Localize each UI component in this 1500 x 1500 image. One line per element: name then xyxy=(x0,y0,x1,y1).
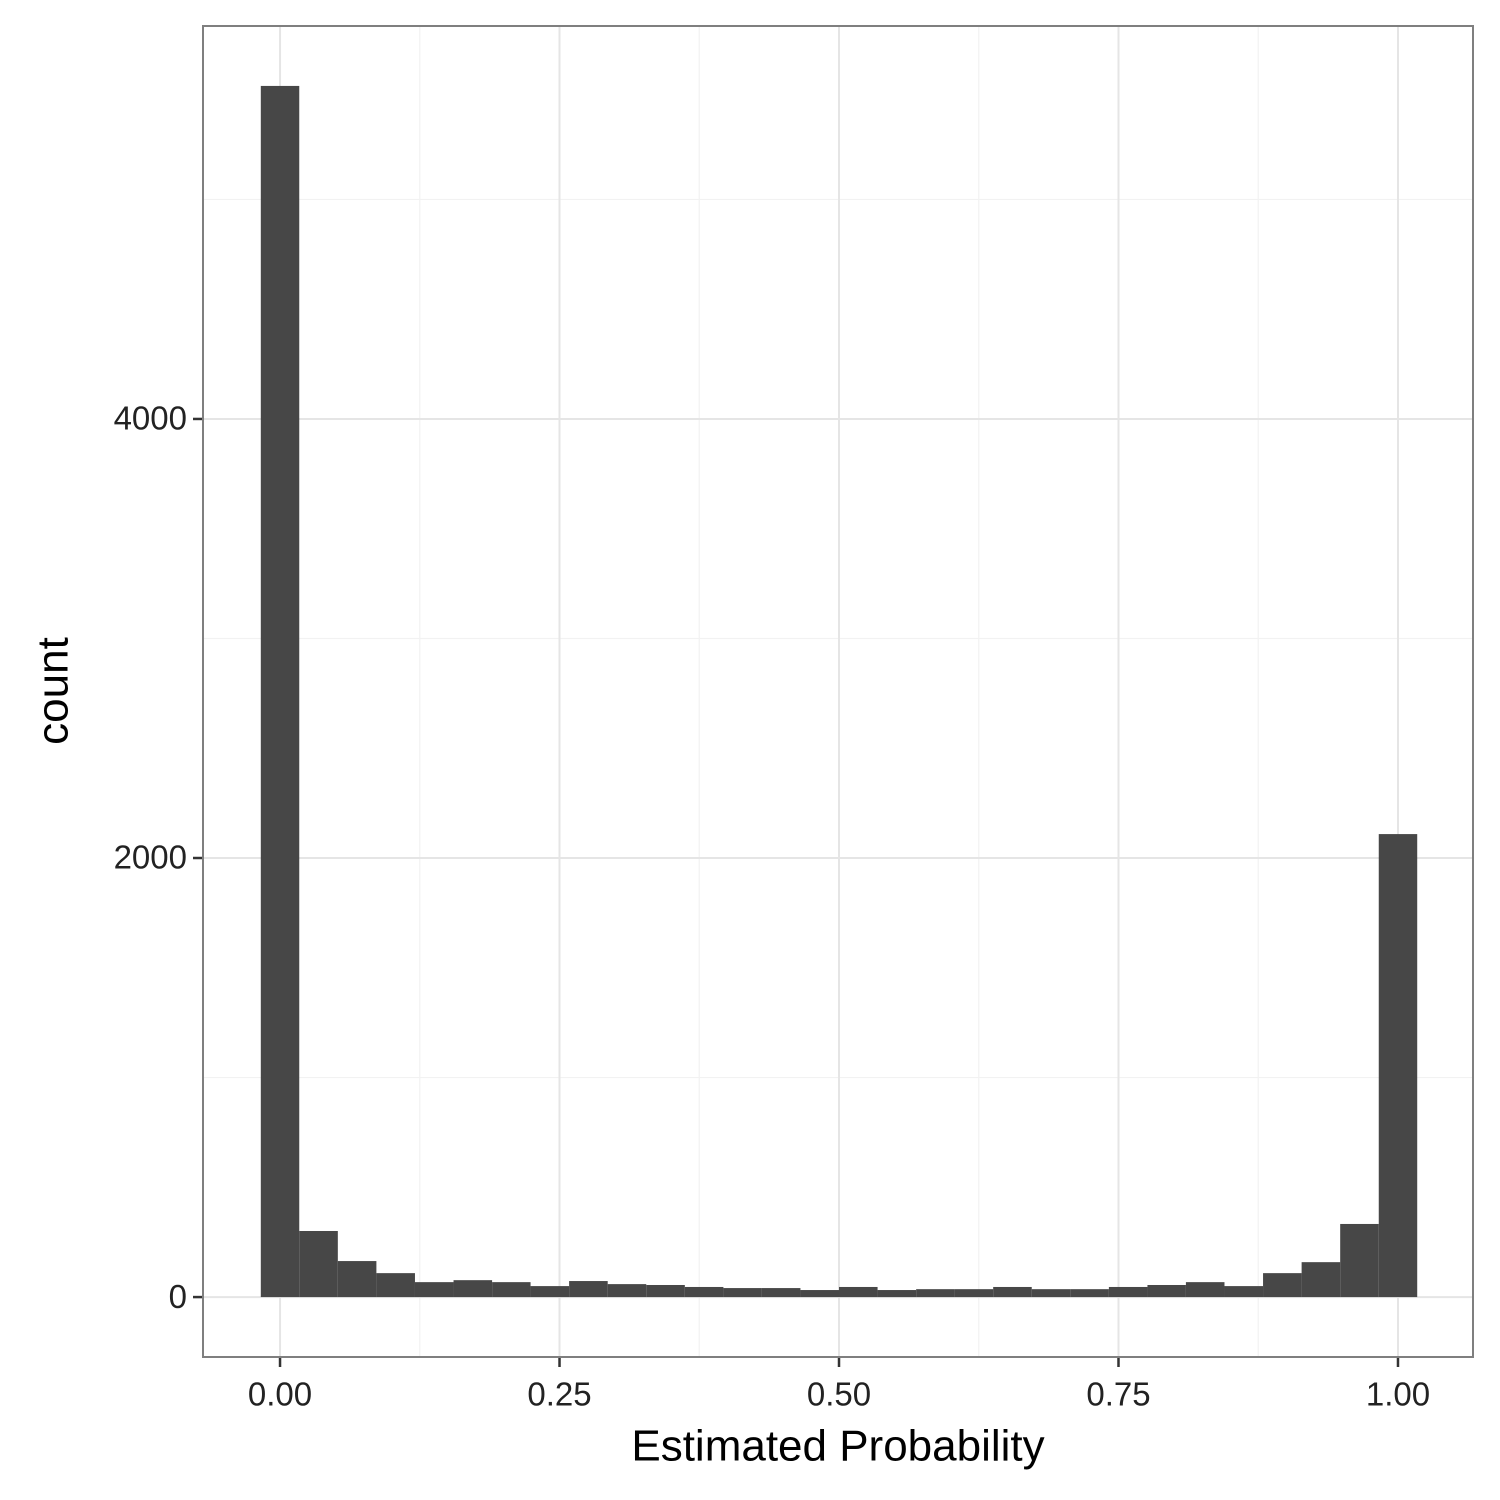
panel-border xyxy=(202,25,1474,1358)
bar xyxy=(761,1288,801,1298)
x-tick-label: 1.00 xyxy=(1366,1376,1430,1413)
bar xyxy=(299,1230,338,1298)
y-tick-label: 0 xyxy=(169,1278,187,1315)
bar xyxy=(492,1282,531,1298)
x-tick-label: 0.50 xyxy=(807,1376,871,1413)
bar xyxy=(1031,1289,1071,1298)
x-axis-title: Estimated Probability xyxy=(631,1422,1044,1471)
x-tick-label: 0.00 xyxy=(248,1376,312,1413)
bar xyxy=(800,1290,840,1298)
bar xyxy=(954,1289,994,1298)
bar xyxy=(684,1286,724,1298)
bar xyxy=(916,1289,955,1298)
bar xyxy=(839,1286,878,1298)
bar xyxy=(1340,1223,1379,1298)
bar xyxy=(1301,1262,1341,1298)
y-tick-label: 4000 xyxy=(114,400,187,437)
bar xyxy=(1378,834,1418,1298)
bar xyxy=(646,1284,685,1298)
bar xyxy=(607,1284,647,1298)
x-tick-label: 0.25 xyxy=(527,1376,591,1413)
bar xyxy=(1108,1286,1148,1298)
bar xyxy=(1070,1289,1109,1298)
bar xyxy=(1185,1282,1225,1298)
y-axis-title: count xyxy=(29,637,78,745)
bar xyxy=(993,1286,1032,1298)
bar xyxy=(530,1286,570,1298)
bar xyxy=(1224,1286,1264,1298)
plot-panel xyxy=(203,26,1473,1357)
bar xyxy=(569,1281,608,1298)
y-tick-label: 2000 xyxy=(114,839,187,876)
bar xyxy=(1147,1284,1186,1298)
bar xyxy=(453,1280,493,1298)
bar xyxy=(260,85,300,1298)
bar xyxy=(376,1273,415,1298)
bar xyxy=(1263,1273,1302,1298)
bar xyxy=(337,1261,377,1298)
bar xyxy=(723,1288,762,1298)
bar xyxy=(414,1282,454,1298)
bar xyxy=(877,1290,917,1298)
x-tick-label: 0.75 xyxy=(1086,1376,1150,1413)
